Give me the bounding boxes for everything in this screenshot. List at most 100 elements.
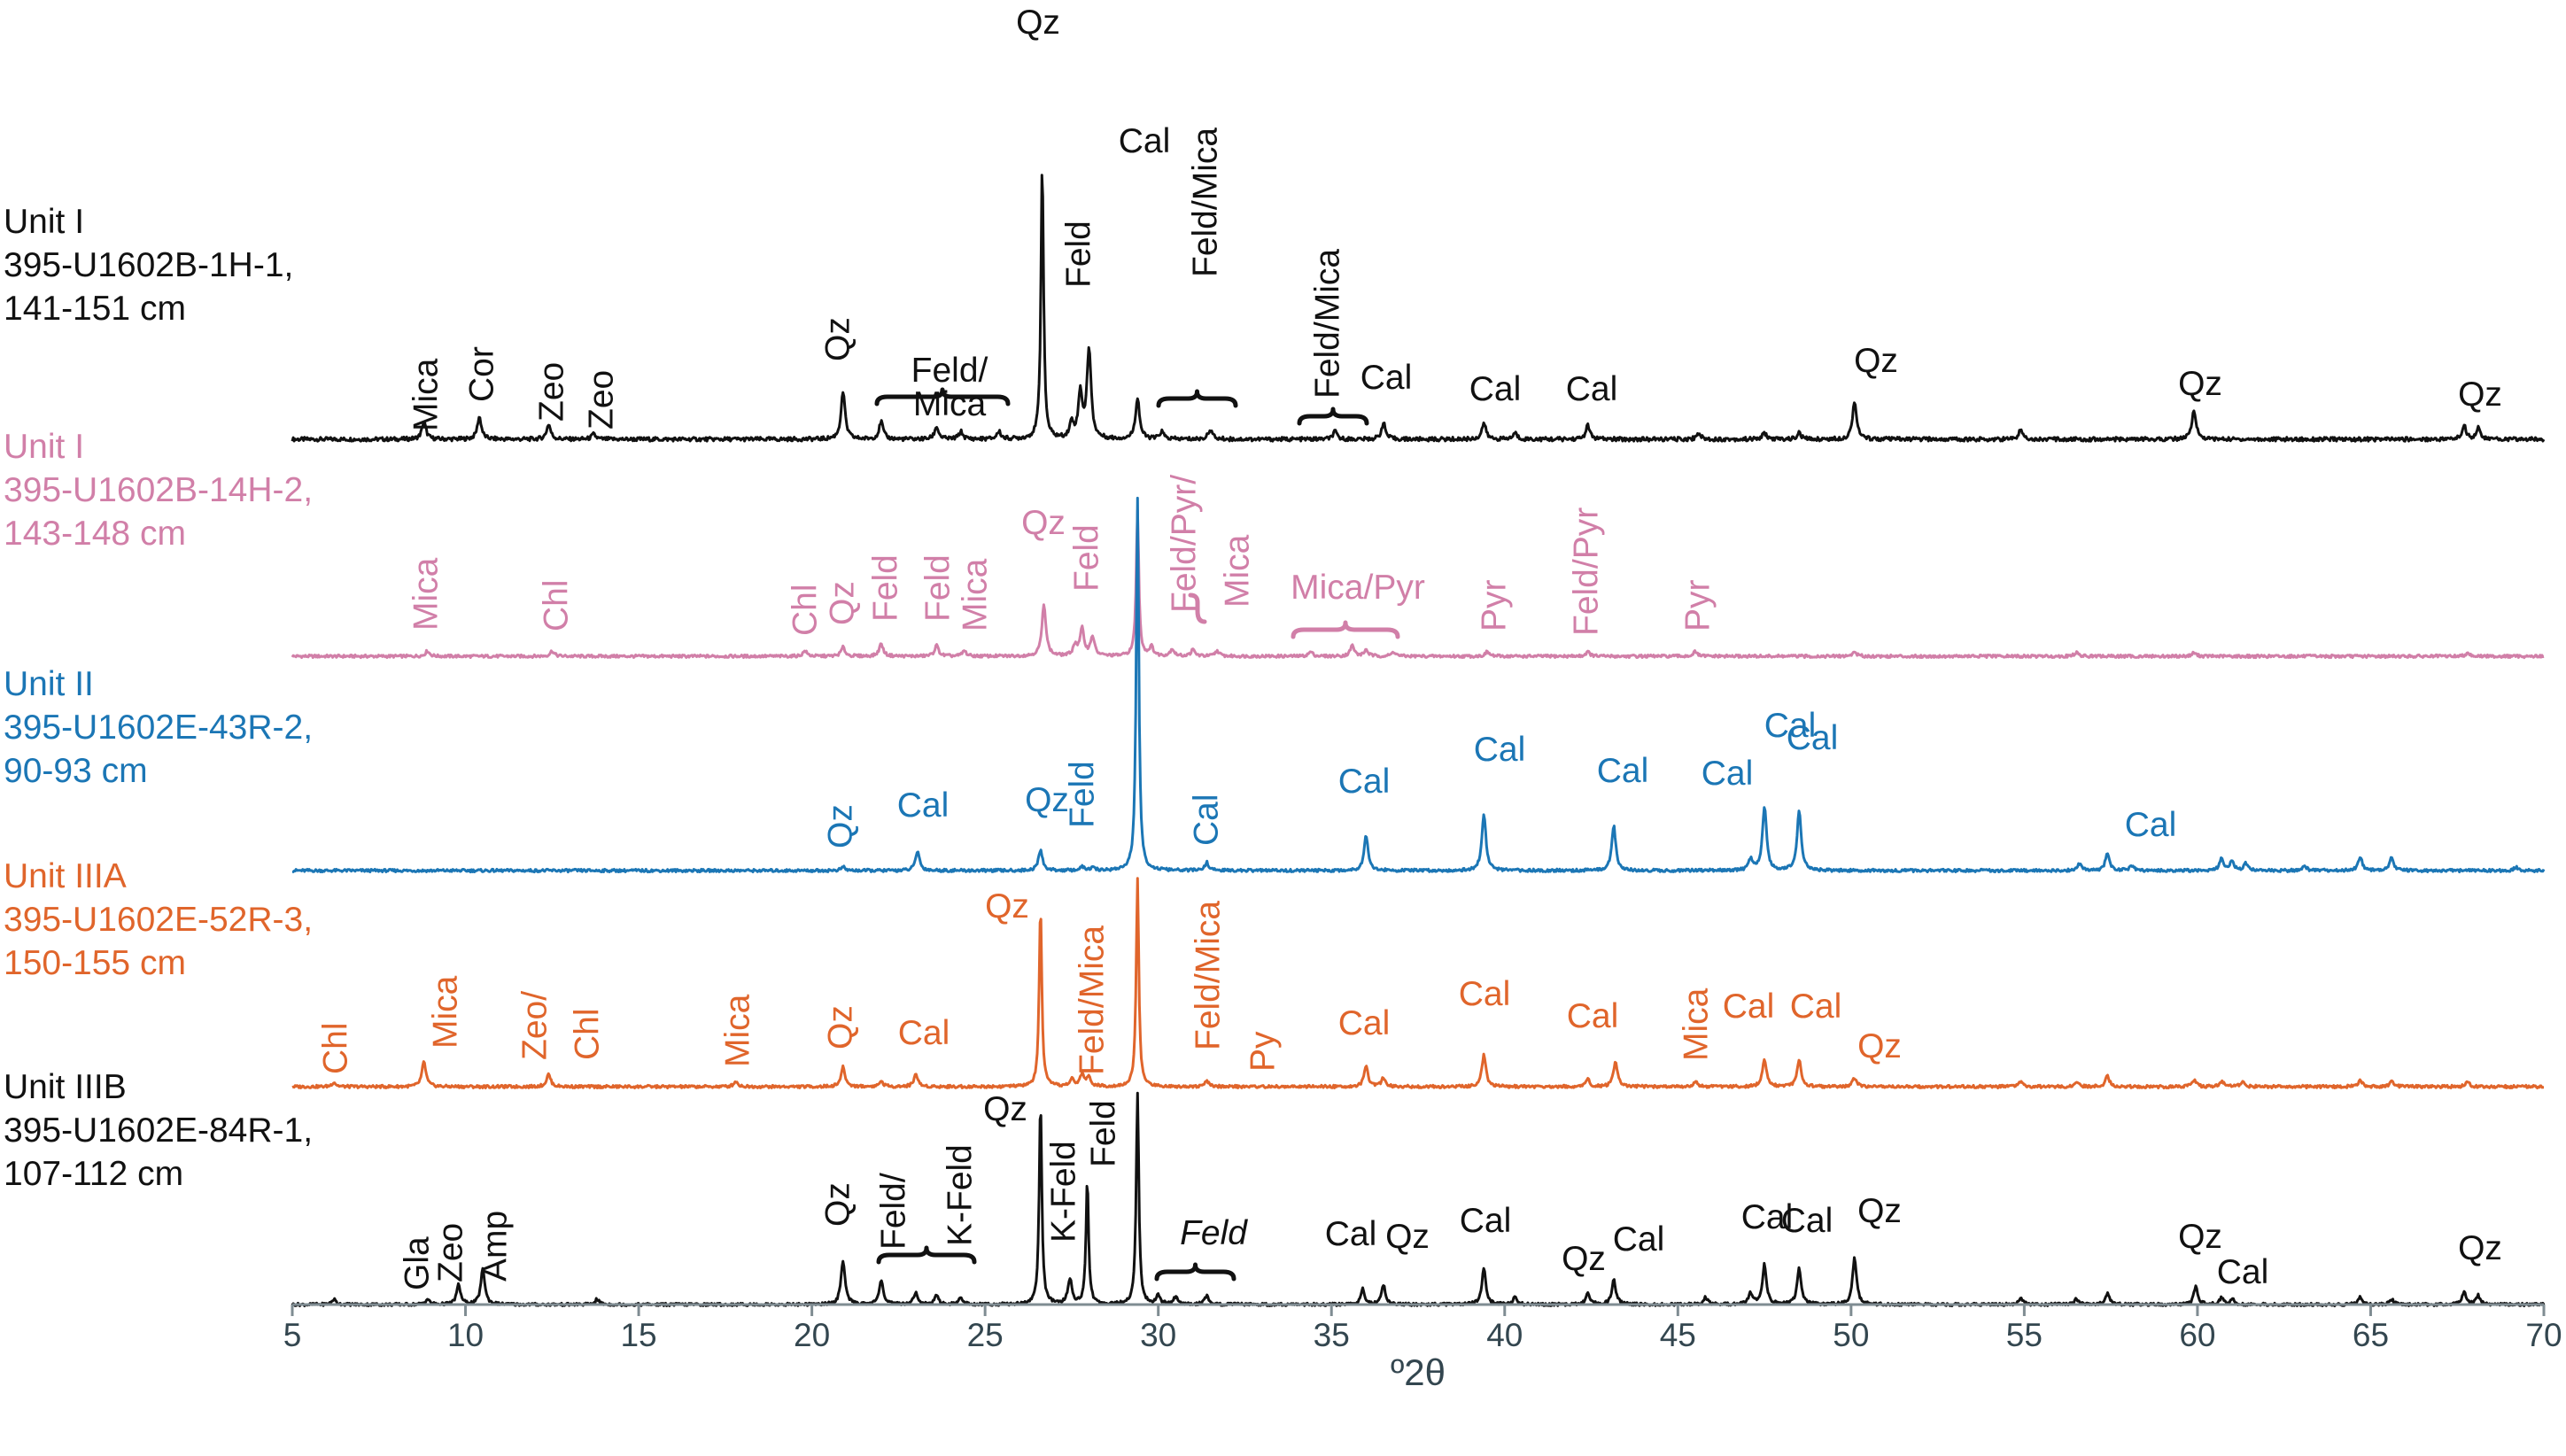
- peak-label: Feld: [1085, 1100, 1123, 1167]
- peak-label: Qz: [2458, 1229, 2502, 1267]
- series-name: 395-U1602E-52R-3,: [4, 901, 313, 939]
- peak-label: Feld: [867, 554, 905, 622]
- x-tick-label: 15: [620, 1317, 656, 1353]
- series-name: 143-148 cm: [4, 515, 186, 553]
- peak-label: Cal: [2217, 1253, 2269, 1291]
- series-name: Unit I: [4, 428, 84, 466]
- peak-label: Feld/: [911, 352, 988, 390]
- x-tick-label: 50: [1833, 1317, 1869, 1353]
- peak-label: Zeo: [533, 362, 571, 422]
- peak-label: Cal: [898, 1014, 950, 1052]
- peak-label: Cal: [1469, 370, 1522, 408]
- x-axis: 5 10 15 20 25 30 35 40 45 50 55 60 65 70 º2θ: [283, 1303, 2562, 1393]
- x-tick-label: 35: [1314, 1317, 1350, 1353]
- peak-label: Feld/Mica: [1309, 249, 1347, 399]
- peak-group-bracket: [1156, 389, 1238, 408]
- peak-label: Qz: [819, 1182, 857, 1227]
- peak-label: Mica: [1219, 534, 1257, 608]
- series-name: 395-U1602B-1H-1,: [4, 246, 293, 284]
- peak-label: Zeo/: [516, 991, 554, 1060]
- x-tick-label: 10: [447, 1317, 484, 1353]
- x-tick-label: 30: [1140, 1317, 1176, 1353]
- peak-label: Qz: [2458, 376, 2502, 414]
- peak-label: Mica: [913, 385, 987, 423]
- peak-label: Mica: [427, 975, 465, 1049]
- series-name: Unit II: [4, 665, 94, 703]
- peak-label: Cal: [1597, 752, 1649, 790]
- peak-group-bracket: [876, 1245, 977, 1265]
- series-name: 395-U1602B-14H-2,: [4, 471, 313, 509]
- peak-group-bracket: [1154, 1262, 1236, 1282]
- peak-label: Qz: [1021, 504, 1066, 542]
- peak-label: Qz: [985, 887, 1029, 925]
- peak-label: Feld/Mica: [1187, 128, 1225, 277]
- peak-label: Cal: [1459, 975, 1511, 1013]
- peak-label: Cal: [1188, 794, 1226, 846]
- peak-label: Qz: [983, 1090, 1027, 1128]
- peak-label: K-Feld: [1045, 1141, 1083, 1243]
- sample-labels: Unit I 395-U1602B-1H-1, 141-151 cm Unit I 39…: [4, 203, 313, 1193]
- x-tick-label: 40: [1486, 1317, 1523, 1353]
- peak-label: Qz: [2178, 365, 2222, 403]
- series-trace: [291, 174, 2546, 443]
- peak-label: Pyr: [1679, 579, 1717, 631]
- peak-label: Mica: [957, 558, 995, 631]
- peak-label: Cal: [1325, 1215, 1377, 1253]
- series-name: 107-112 cm: [4, 1155, 183, 1193]
- peak-label: Mica/Pyr: [1291, 569, 1425, 607]
- peak-label: Feld/Mica: [1074, 925, 1112, 1075]
- peak-label: Feld/: [875, 1173, 913, 1250]
- series-name: 150-155 cm: [4, 944, 186, 982]
- peak-label: Cal: [1702, 755, 1754, 793]
- peak-label: Cal: [1723, 987, 1775, 1026]
- peak-label: Chl: [569, 1008, 607, 1060]
- series-name: Unit IIIB: [4, 1068, 127, 1106]
- peak-label: Qz: [2178, 1218, 2222, 1256]
- peak-group-bracket: [1297, 407, 1369, 426]
- peak-label: Cal: [1566, 370, 1618, 408]
- series-name: 141-151 cm: [4, 290, 186, 328]
- peak-label: Qz: [822, 1005, 860, 1049]
- peak-label: Cal: [1474, 731, 1526, 769]
- peak-label: Cal: [1741, 1198, 1794, 1236]
- peak-label: Amp: [477, 1211, 515, 1282]
- peak-label: Cal: [2125, 806, 2177, 844]
- peak-label: Cal: [1781, 1202, 1833, 1240]
- peak-label: Py: [1244, 1031, 1283, 1072]
- x-tick-label: 65: [2353, 1317, 2389, 1353]
- peak-label: Cal: [1790, 987, 1842, 1026]
- series-trace: [291, 496, 2546, 874]
- peak-label: Cal: [1764, 707, 1817, 745]
- x-tick-label: 5: [283, 1317, 302, 1353]
- peak-label: Qz: [1025, 781, 1069, 819]
- series-trace: [291, 508, 2545, 660]
- peak-label: Qz: [824, 581, 862, 625]
- peak-label: Mica: [1678, 987, 1716, 1061]
- x-tick-label: 60: [2179, 1317, 2215, 1353]
- peak-label: Chl: [787, 584, 825, 636]
- series-name: Unit I: [4, 203, 84, 241]
- peak-label: Pyr: [1476, 579, 1514, 631]
- peak-label: Chl: [317, 1022, 355, 1074]
- peak-label: Cal: [897, 786, 950, 825]
- peak-label: Qz: [822, 804, 860, 848]
- peak-label: Chl: [538, 579, 576, 631]
- peak-label: Cal: [1119, 122, 1171, 160]
- series-name: 395-U1602E-84R-1,: [4, 1111, 313, 1150]
- peak-group-bracket: [1291, 620, 1400, 639]
- peak-label: Qz: [819, 317, 857, 361]
- peak-label: Cal: [1361, 359, 1413, 397]
- peak-label: Mica: [719, 994, 757, 1067]
- series-trace: [291, 1091, 2546, 1307]
- x-tick-label: 70: [2525, 1317, 2562, 1353]
- peak-label: Qz: [1857, 1192, 1902, 1230]
- peak-label: Feld/Pyr: [1568, 507, 1606, 636]
- peak-group-bracket: [1188, 592, 1207, 624]
- series-trace: [291, 877, 2545, 1090]
- peak-label: Feld/Mica: [1190, 901, 1228, 1050]
- peak-label: Qz: [1857, 1027, 1902, 1065]
- peak-label: Feld: [919, 554, 957, 622]
- series-name: 90-93 cm: [4, 752, 148, 790]
